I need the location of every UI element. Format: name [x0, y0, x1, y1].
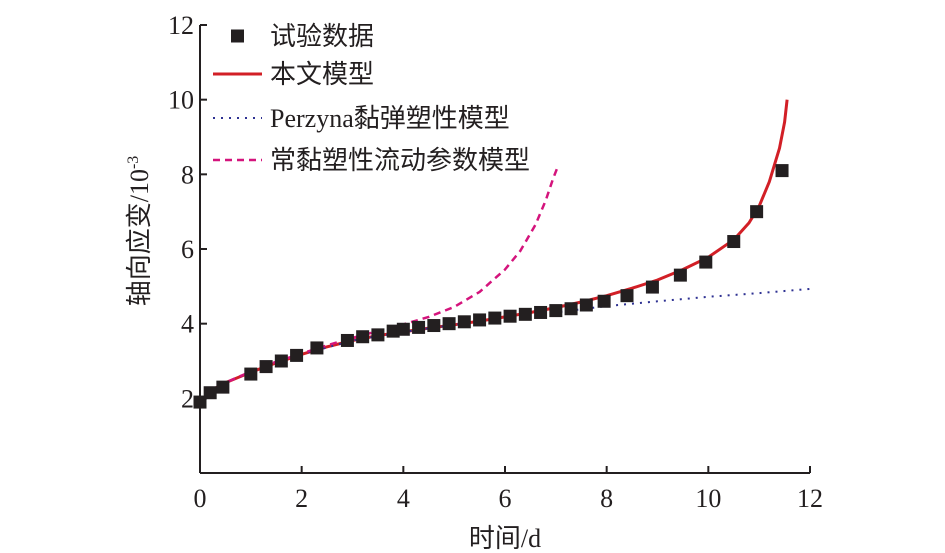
y-tick-label: 10	[168, 86, 194, 115]
x-tick-label: 12	[797, 484, 823, 513]
data-point	[412, 320, 426, 334]
data-point	[727, 235, 741, 249]
legend-label-3: 常黏塑性流动参数模型	[270, 146, 530, 175]
data-point	[310, 341, 324, 355]
data-point	[579, 298, 593, 312]
data-point	[340, 333, 354, 347]
series-layer	[193, 99, 811, 409]
data-point	[503, 309, 517, 323]
x-tick-label: 6	[499, 484, 512, 513]
data-point	[534, 305, 548, 319]
data-point	[750, 205, 764, 219]
x-axis-title: 时间/d	[469, 524, 541, 553]
legend-label-2: Perzyna黏弹塑性模型	[270, 104, 510, 133]
data-point	[259, 360, 273, 374]
data-point	[244, 367, 258, 381]
data-point	[673, 268, 687, 282]
series-line-2	[199, 287, 811, 403]
data-point	[775, 164, 789, 178]
data-point	[564, 302, 578, 316]
data-point	[203, 386, 217, 400]
data-point	[396, 322, 410, 336]
data-point	[597, 294, 611, 308]
data-point	[549, 304, 563, 318]
legend-label-1: 本文模型	[270, 60, 374, 89]
y-tick-label: 6	[181, 235, 194, 264]
series-line-3	[199, 164, 560, 403]
y-axis-title-group: 轴向应变/10-3	[125, 156, 154, 307]
x-tick-label: 8	[600, 484, 613, 513]
data-point	[518, 307, 532, 321]
data-point	[645, 280, 659, 294]
x-tick-label: 4	[397, 484, 410, 513]
x-tick-label: 0	[194, 484, 207, 513]
data-point	[457, 315, 471, 329]
y-axis-title-main: 轴向应变/10	[125, 169, 154, 306]
data-point	[620, 289, 634, 303]
legend-swatch-0	[231, 29, 244, 43]
axes-layer: 0 2 4 6 8 10 12 2 4 6 8 10 12	[168, 11, 823, 513]
y-tick-label: 8	[181, 160, 194, 189]
data-point	[356, 330, 370, 344]
x-tick-label: 2	[295, 484, 308, 513]
y-axis-title-exponent: -3	[125, 156, 142, 169]
data-point	[274, 354, 288, 368]
data-point	[290, 348, 304, 362]
y-tick-label: 4	[181, 310, 194, 339]
legend-label-0: 试验数据	[270, 22, 374, 51]
data-point	[442, 317, 456, 331]
data-point	[371, 328, 385, 342]
data-point	[488, 311, 502, 325]
data-point	[386, 324, 400, 338]
data-point	[473, 313, 487, 327]
data-point	[193, 395, 207, 409]
data-point	[216, 380, 230, 394]
x-tick-label: 10	[695, 484, 721, 513]
data-point	[699, 255, 713, 269]
data-point	[427, 319, 441, 333]
y-axis-title: 轴向应变/10-3	[125, 156, 154, 307]
y-tick-label: 2	[181, 384, 194, 413]
y-tick-label: 12	[168, 11, 194, 40]
